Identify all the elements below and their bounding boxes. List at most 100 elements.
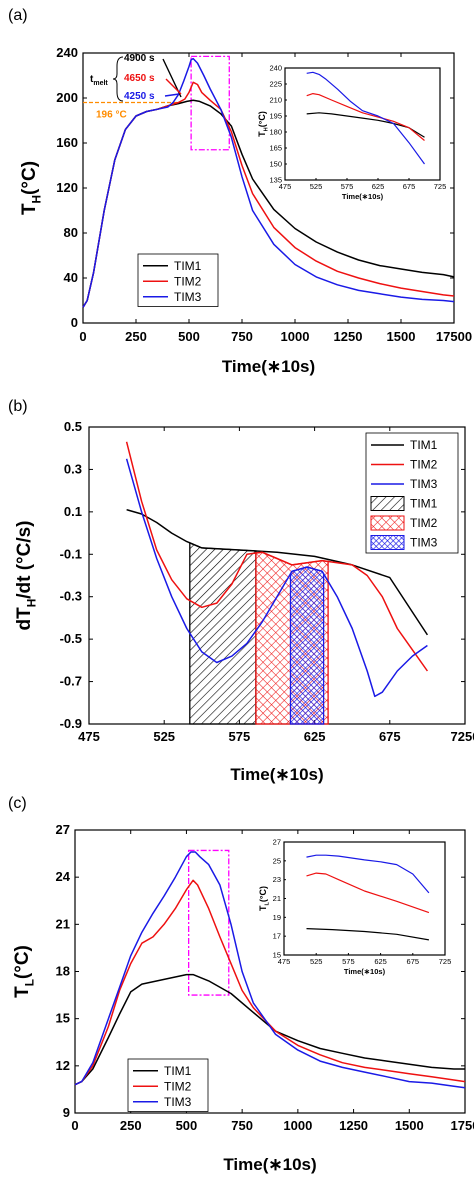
a-y-tick-label: 240 — [56, 45, 78, 60]
c-x-tick-label: 750 — [231, 1118, 253, 1133]
c-y-tick-label: 21 — [56, 916, 70, 931]
b-legend-line-label-tim1: TIM1 — [410, 438, 438, 452]
b-y-tick-label: -0.3 — [60, 589, 82, 604]
a-x-tick-label: 250 — [125, 329, 147, 344]
a-inset-y-tick-label: 150 — [269, 160, 282, 169]
b-series-tim3 — [125, 458, 428, 698]
c-legend-box — [127, 1058, 209, 1112]
c-inset-series-tim2 — [306, 872, 430, 914]
a-tmelt-tim1: 4900 s — [124, 53, 155, 64]
c-inset-x-tick-label: 725 — [439, 957, 452, 966]
a-y-tick-label: 120 — [56, 180, 78, 195]
a-y-tick-label: 200 — [56, 90, 78, 105]
a-inset-y-tick-label: 165 — [269, 144, 282, 153]
c-legend-label-tim3: TIM3 — [164, 1095, 192, 1109]
panel-letter: (c) — [8, 795, 27, 812]
c-inset-x-axis-label: Time(∗10s) — [344, 967, 386, 976]
a-inset-y-tick-label: 195 — [269, 112, 282, 121]
c-inset-x-tick-label: 675 — [407, 957, 420, 966]
b-series-tim1 — [126, 508, 429, 636]
a-x-tick-label: 1250 — [334, 329, 363, 344]
a-x-tick-label: 1000 — [281, 329, 310, 344]
panel-letter: (b) — [8, 398, 28, 415]
c-x-tick-label: 1250 — [339, 1118, 368, 1133]
b-x-axis-label: Time(∗10s) — [230, 765, 323, 784]
c-inset-y-tick-label: 25 — [273, 856, 281, 865]
b-y-tick-label: 0.3 — [64, 461, 82, 476]
panel-letter: (a) — [8, 7, 28, 24]
a-inset-x-tick-label: 725 — [434, 182, 447, 191]
c-inset-y-tick-label: 15 — [273, 951, 281, 960]
a-x-tick-label: 1500 — [387, 329, 416, 344]
a-inset-x-tick-label: 475 — [279, 182, 292, 191]
c-inset-x-tick-label: 625 — [374, 957, 387, 966]
c-y-tick-label: 12 — [56, 1058, 70, 1073]
a-legend-label-tim3: TIM3 — [174, 290, 202, 304]
c-y-tick-label: 15 — [56, 1011, 70, 1026]
b-x-tick-label: 675 — [379, 729, 401, 744]
a-inset-bg — [285, 68, 440, 180]
c-inset-series-tim3 — [306, 854, 430, 894]
panel-a: (a) 0 250 500 750 1000 1250 1500 17500 0 40 80 120 16… — [8, 7, 472, 376]
a-tmelt-tim2: 4650 s — [124, 73, 155, 84]
a-series-tim3 — [82, 57, 455, 308]
a-tmelt-brace — [112, 56, 124, 102]
a-legend-label-tim2: TIM2 — [174, 274, 202, 288]
a-inset-series-tim2 — [306, 93, 425, 141]
b-legend-hatch-label-tim1: TIM1 — [410, 497, 438, 511]
a-inset-y-tick-label: 135 — [269, 176, 282, 185]
b-legend-hatch-label-tim3: TIM3 — [410, 536, 438, 550]
b-legend-box — [365, 432, 459, 554]
b-x-tick-label: 575 — [229, 729, 251, 744]
b-y-tick-label: 0.5 — [64, 419, 82, 434]
c-inset-y-tick-label: 23 — [273, 875, 281, 884]
c-x-tick-label: 250 — [120, 1118, 142, 1133]
b-x-tick-label: 625 — [304, 729, 326, 744]
a-196-label: 196 °C — [96, 110, 127, 121]
b-y-tick-label: -0.1 — [60, 546, 82, 561]
b-legend-hatch-tim1 — [370, 496, 405, 511]
a-x-tick-label: 750 — [231, 329, 253, 344]
c-x-tick-label: 1000 — [283, 1118, 312, 1133]
a-inset-x-tick-label: 525 — [310, 182, 323, 191]
c-x-tick-label: 1500 — [395, 1118, 424, 1133]
a-legend-label-tim1: TIM1 — [174, 259, 202, 273]
b-hatch-tim1 — [189, 541, 257, 725]
b-hatch-tim3 — [289, 566, 325, 725]
b-series-tim2 — [125, 441, 429, 672]
a-x-tick-label: 0 — [79, 329, 86, 344]
b-legend-line-label-tim3: TIM3 — [410, 477, 438, 491]
b-x-tick-label: 7250 — [451, 729, 474, 744]
c-inset-y-tick-label: 21 — [273, 894, 281, 903]
a-tmelt-label: tmelt — [90, 74, 108, 87]
c-series-tim1 — [74, 973, 465, 1086]
a-inset-y-tick-label: 240 — [269, 64, 282, 73]
c-x-tick-label: 1750 — [451, 1118, 474, 1133]
c-series-tim3 — [74, 851, 466, 1089]
c-y-tick-label: 18 — [56, 964, 70, 979]
c-y-tick-label: 24 — [56, 869, 71, 884]
c-series-tim2 — [74, 879, 466, 1086]
b-y-axis-label: dTH/dt (°C/s) — [14, 520, 39, 630]
c-inset-x-tick-label: 525 — [310, 957, 323, 966]
a-y-tick-label: 160 — [56, 135, 78, 150]
c-x-axis-label: Time(∗10s) — [223, 1155, 316, 1174]
a-legend-box — [137, 253, 219, 307]
a-inset-x-tick-label: 625 — [372, 182, 385, 191]
a-inset-plot-frame — [284, 67, 441, 181]
a-x-tick-label: 17500 — [436, 329, 472, 344]
b-x-tick-label: 475 — [78, 729, 100, 744]
c-inset-x-tick-label: 575 — [342, 957, 355, 966]
c-y-axis-label: TL(°C) — [12, 945, 37, 998]
b-y-tick-label: -0.5 — [60, 631, 82, 646]
c-inset-y-tick-label: 27 — [273, 838, 281, 847]
panel-b: (b) 475 525 575 625 675 7250 -0.9 -0.7 -0.5 -0.3 -0… — [8, 398, 474, 784]
b-legend-line-label-tim2: TIM2 — [410, 458, 438, 472]
c-inset-y-tick-label: 19 — [273, 913, 281, 922]
c-inset-y-tick-label: 17 — [273, 932, 281, 941]
a-y-tick-label: 80 — [64, 225, 78, 240]
a-y-tick-label: 0 — [71, 315, 78, 330]
a-inset-x-tick-label: 575 — [341, 182, 354, 191]
c-y-tick-label: 27 — [56, 822, 70, 837]
b-y-tick-label: -0.9 — [60, 716, 82, 731]
